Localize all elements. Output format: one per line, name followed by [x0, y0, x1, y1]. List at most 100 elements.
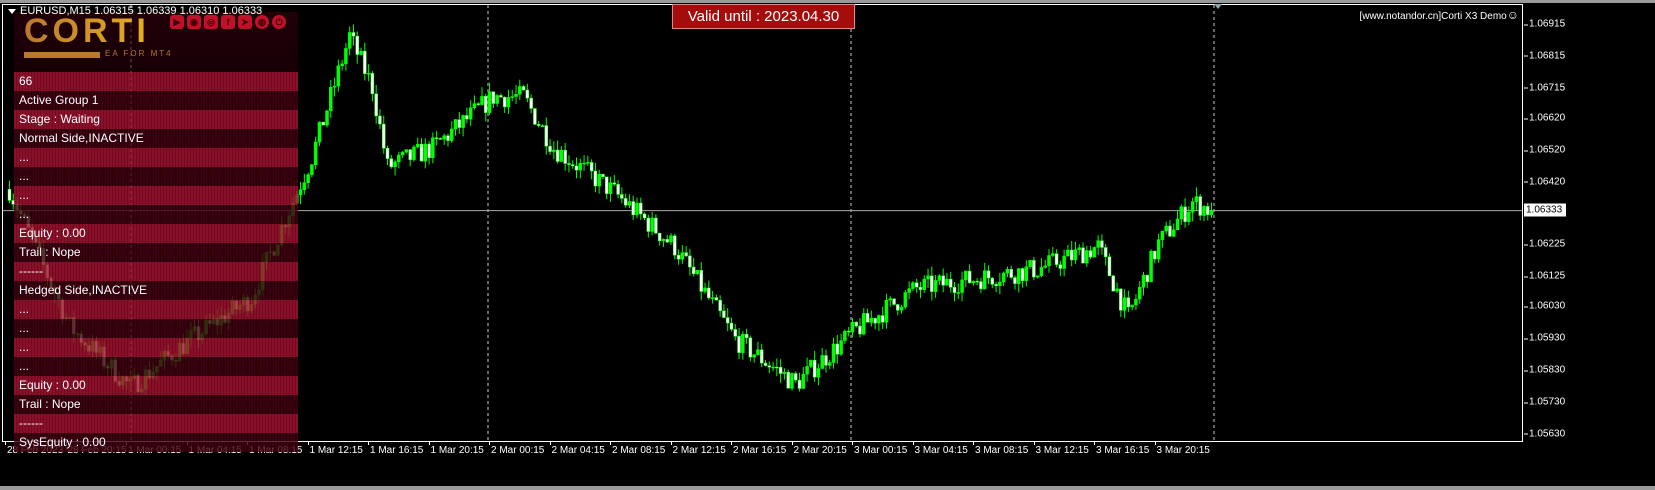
bear-candle	[536, 124, 541, 126]
bull-candle	[423, 143, 428, 162]
bear-candle	[491, 91, 496, 104]
bull-candle	[828, 362, 832, 366]
bull-candle	[317, 121, 322, 143]
time-tick-label: 2 Mar 08:15	[609, 441, 666, 456]
bull-candle	[1179, 206, 1184, 220]
bull-candle	[839, 340, 843, 355]
bear-candle	[797, 379, 802, 389]
bull-candle	[313, 141, 318, 165]
bull-candle	[635, 202, 639, 216]
bear-candle	[555, 149, 560, 162]
bull-candle	[552, 149, 556, 152]
bull-candle	[710, 297, 715, 299]
time-tick-label: 2 Mar 12:15	[670, 441, 726, 456]
bear-candle	[699, 270, 703, 292]
bull-candle	[586, 162, 590, 164]
youtube-icon[interactable]: ▶	[170, 15, 184, 29]
bear-candle	[718, 299, 722, 312]
bear-candle	[812, 359, 817, 378]
bear-candle	[1013, 277, 1017, 284]
price-tick-label: 1.05730	[1523, 396, 1566, 408]
bull-candle	[518, 86, 522, 95]
bear-candle	[880, 315, 885, 323]
chart-shift-marker[interactable]	[1214, 4, 1222, 9]
bull-candle	[1077, 247, 1081, 251]
panel-row: ------	[14, 262, 298, 281]
telegram-icon[interactable]: ➤	[238, 15, 252, 29]
bear-candle	[574, 165, 579, 171]
smiley-icon: ☺	[1506, 8, 1519, 22]
logo-subtitle: EA FOR MT4	[105, 49, 173, 58]
bull-candle	[933, 280, 938, 292]
panel-row: Hedged Side,INACTIVE	[14, 281, 298, 300]
bull-candle	[1164, 225, 1168, 232]
globe-icon[interactable]: ◍	[255, 15, 269, 29]
bear-candle	[427, 143, 431, 158]
bull-candle	[559, 149, 564, 162]
bull-candle	[945, 278, 949, 286]
bear-candle	[707, 287, 711, 299]
dropdown-triangle-icon[interactable]	[8, 8, 16, 14]
bear-candle	[994, 284, 998, 287]
bear-candle	[589, 162, 594, 172]
bear-candle	[975, 280, 979, 283]
time-tick-label: 3 Mar 00:15	[851, 441, 908, 456]
bear-candle	[657, 232, 662, 242]
bull-candle	[680, 252, 685, 260]
bear-candle	[688, 255, 692, 268]
facebook-icon[interactable]: f	[221, 15, 235, 29]
bull-candle	[453, 119, 458, 130]
bull-candle	[831, 343, 836, 363]
bull-candle	[404, 149, 409, 153]
bull-candle	[1160, 230, 1165, 240]
discord-icon[interactable]: ◉	[187, 15, 201, 29]
bear-candle	[1081, 247, 1085, 264]
bull-candle	[956, 292, 961, 294]
bull-candle	[366, 73, 371, 75]
bear-candle	[744, 333, 749, 339]
bull-candle	[298, 189, 303, 196]
bear-candle	[1054, 253, 1059, 265]
bull-candle	[850, 321, 855, 333]
bear-candle	[930, 275, 934, 292]
bear-candle	[775, 366, 779, 369]
bear-candle	[540, 125, 545, 127]
price-axis[interactable]: 1.06915 1.06815 1.06715 1.06620 1.06520 1.064…	[1523, 4, 1655, 442]
bull-candle	[480, 96, 484, 105]
price-tick-label: 1.06225	[1523, 238, 1566, 250]
bear-candle	[1126, 297, 1131, 308]
bull-candle	[1156, 239, 1161, 260]
bear-candle	[434, 137, 439, 139]
bull-candle	[1085, 250, 1089, 264]
instagram-icon[interactable]: ◎	[204, 15, 218, 29]
price-tick-label: 1.06620	[1523, 112, 1566, 124]
bull-candle	[495, 95, 499, 104]
bull-candle	[1047, 255, 1051, 267]
ea-status-panel: 66 Active Group 1 Stage : Waiting Normal Si…	[14, 72, 298, 452]
bear-candle	[385, 148, 390, 159]
bull-candle	[805, 366, 809, 375]
bear-candle	[1100, 240, 1104, 248]
bull-candle	[661, 239, 666, 242]
bear-candle	[691, 266, 696, 275]
bull-candle	[877, 315, 881, 324]
bull-candle	[960, 279, 964, 293]
bear-candle	[846, 330, 851, 333]
bull-candle	[597, 174, 601, 187]
bull-candle	[336, 65, 341, 87]
bear-candle	[604, 176, 609, 194]
bull-candle	[608, 182, 613, 194]
bull-candle	[306, 174, 310, 183]
time-tick-label: 3 Mar 08:15	[972, 441, 1029, 456]
bull-candle	[911, 282, 915, 289]
bull-candle	[329, 87, 333, 112]
bear-candle	[378, 115, 382, 125]
bear-candle	[1107, 256, 1112, 277]
bull-candle	[510, 96, 514, 98]
bear-candle	[620, 194, 624, 199]
bear-candle	[865, 313, 870, 323]
power-icon[interactable]: ⏻	[272, 15, 286, 29]
bear-candle	[824, 355, 828, 366]
bear-candle	[793, 373, 798, 381]
valid-until-badge: Valid until : 2023.04.30	[672, 4, 855, 29]
